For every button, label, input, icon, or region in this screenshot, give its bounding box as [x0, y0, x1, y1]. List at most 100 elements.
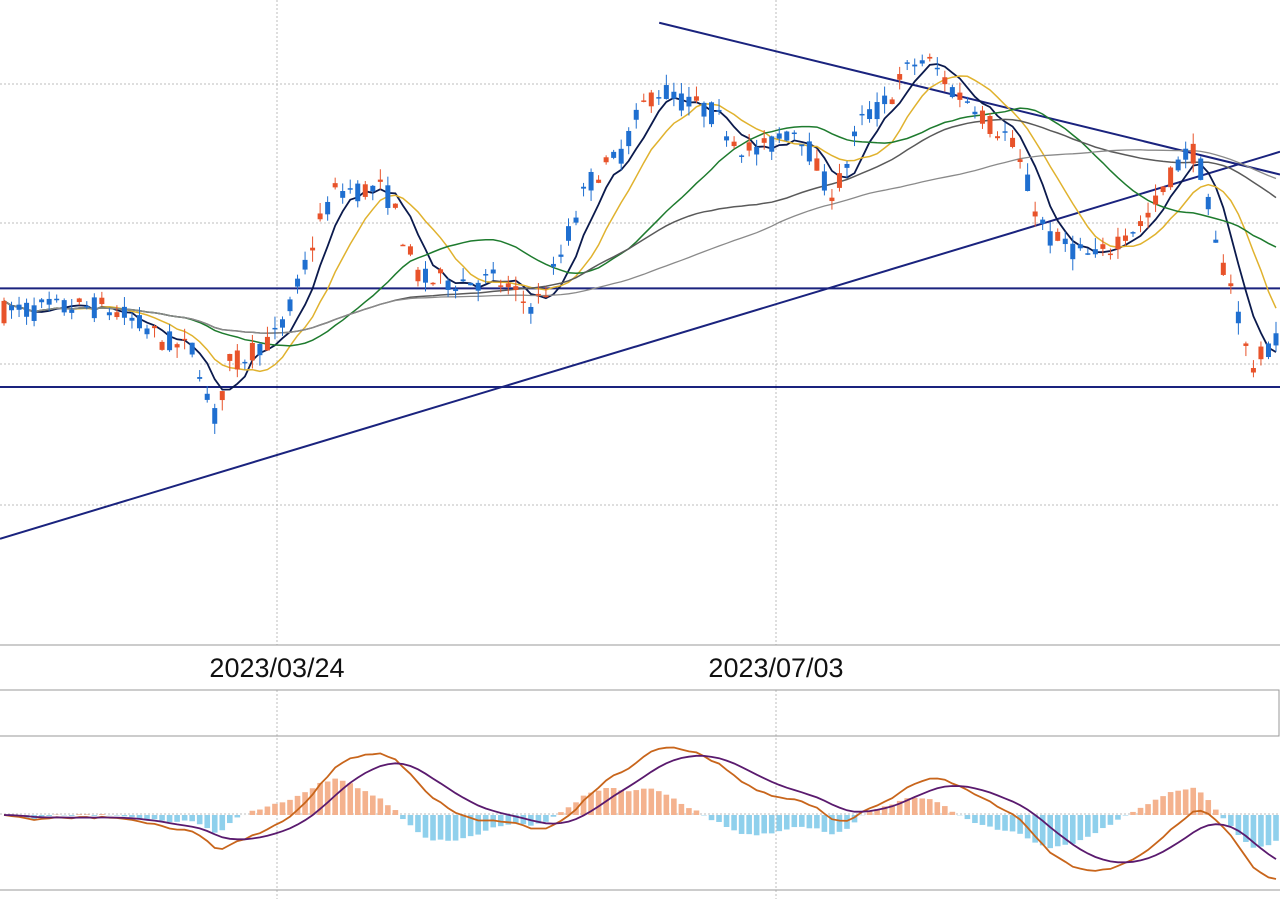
- candle-body: [1243, 343, 1249, 346]
- candle-body: [39, 299, 45, 303]
- macd-histogram-bar: [919, 798, 926, 815]
- macd-histogram-bar: [159, 815, 165, 821]
- candle-body: [867, 109, 873, 120]
- macd-histogram-bar: [1115, 815, 1121, 820]
- candle-body: [174, 344, 180, 348]
- candle-body: [302, 259, 308, 270]
- candle-body: [189, 342, 195, 355]
- candle-body: [69, 309, 75, 313]
- candle-body: [829, 197, 835, 202]
- subpanel-header-frame: [0, 689, 1280, 737]
- macd-histogram-bar: [1190, 787, 1197, 815]
- macd-histogram-bar: [219, 815, 226, 831]
- macd-histogram-bar: [1167, 792, 1174, 815]
- macd-histogram-bar: [1212, 809, 1219, 815]
- macd-histogram-bar: [460, 815, 466, 839]
- macd-histogram-bar: [181, 815, 188, 821]
- candle-body: [362, 184, 368, 197]
- candle-body: [84, 305, 90, 308]
- candle-body: [460, 279, 466, 282]
- candle-body: [844, 163, 850, 168]
- candle-body: [249, 342, 255, 361]
- candle-body: [1138, 221, 1144, 227]
- candle-body: [1025, 174, 1031, 191]
- macd-histogram-bar: [520, 815, 527, 825]
- candle-body: [1205, 196, 1211, 210]
- macd-histogram-bar: [497, 815, 504, 827]
- macd-histogram-bar: [370, 795, 376, 815]
- macd-histogram-bar: [46, 815, 52, 817]
- macd-histogram-bar: [1220, 815, 1227, 819]
- candle-body: [972, 111, 978, 115]
- x-tick-label-2: 2023/07/03: [708, 653, 843, 683]
- macd-histogram-bar: [437, 815, 444, 840]
- candle-body: [874, 102, 880, 120]
- macd-histogram-bar: [1273, 815, 1279, 841]
- macd-histogram-bar: [1175, 790, 1181, 815]
- candle-body: [784, 131, 790, 141]
- candle-body: [121, 306, 127, 318]
- macd-histogram-bar: [768, 815, 775, 834]
- candle-body: [889, 99, 895, 105]
- signal-line: [3, 754, 1277, 864]
- macd-histogram-bar: [829, 815, 835, 835]
- candle-body: [776, 133, 782, 139]
- candle-body: [264, 336, 270, 351]
- macd-histogram-bar: [1009, 815, 1016, 832]
- macd-histogram-bar: [294, 795, 301, 815]
- macd-histogram-bar: [362, 791, 369, 815]
- macd-histogram-bar: [1160, 796, 1166, 815]
- candle-body: [558, 254, 564, 257]
- candle-body: [31, 305, 37, 321]
- macd-histogram-bar: [1032, 815, 1038, 843]
- candle-body: [633, 109, 639, 120]
- candle-body: [1145, 212, 1151, 218]
- macd-histogram-bar: [565, 807, 572, 815]
- candle-body: [152, 326, 158, 329]
- candle-body: [272, 327, 278, 330]
- macd-histogram-bar: [618, 790, 624, 815]
- candle-body: [24, 302, 30, 317]
- candle-body: [1017, 159, 1023, 163]
- macd-histogram-bar: [226, 815, 233, 824]
- moving-average-ma-75: [3, 149, 1277, 334]
- macd-histogram-bar: [1152, 799, 1159, 815]
- candle-body: [1085, 253, 1091, 255]
- macd-histogram-bar: [761, 815, 767, 834]
- macd-histogram-bar: [671, 798, 677, 815]
- candle-body: [618, 148, 624, 164]
- macd-histogram-bar: [746, 815, 752, 835]
- candle-body: [490, 269, 496, 274]
- candle-body: [54, 298, 60, 301]
- macd-histogram-bar: [452, 815, 459, 841]
- macd-histogram-bar: [234, 815, 241, 818]
- candle-body: [483, 274, 489, 276]
- candle-body: [934, 67, 940, 70]
- candles: [1, 53, 1279, 434]
- candle-body: [234, 350, 240, 370]
- moving-average-ma-5: [3, 63, 1277, 391]
- candle-body: [852, 131, 858, 137]
- macd-histogram-bar: [151, 815, 158, 820]
- trendlines: [0, 21, 1280, 540]
- candle-body: [99, 297, 105, 305]
- candle-body: [979, 110, 985, 124]
- candle-body: [332, 183, 338, 188]
- candle-body: [1183, 148, 1189, 160]
- candle-body: [242, 361, 248, 364]
- macd-histogram-bar: [317, 782, 323, 815]
- candle-body: [746, 142, 752, 151]
- macd-histogram-bar: [1017, 815, 1023, 834]
- candle-body: [1153, 195, 1159, 205]
- macd-histogram-bar: [874, 809, 880, 815]
- candle-body: [912, 64, 918, 67]
- macd-histogram-bar: [1002, 815, 1008, 831]
- macd-histogram-bar: [324, 781, 331, 815]
- candle-body: [91, 297, 97, 319]
- candle-body: [377, 179, 383, 182]
- candle-body: [407, 246, 413, 255]
- candle-body: [581, 186, 587, 189]
- candle-body: [671, 91, 677, 99]
- macd-histogram-bar: [475, 815, 481, 835]
